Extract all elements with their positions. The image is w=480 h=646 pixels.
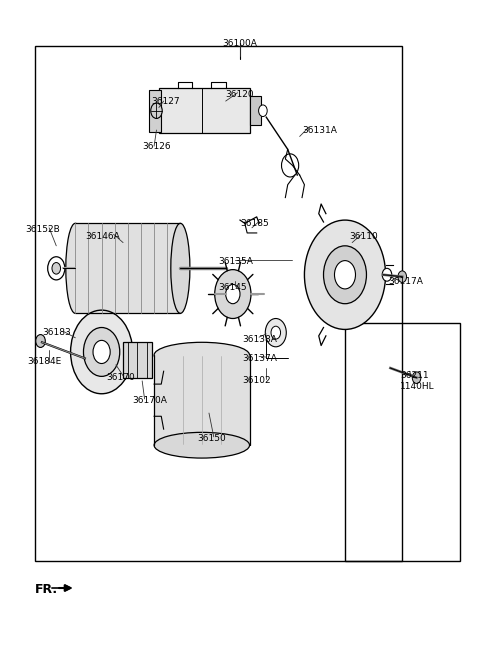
- Circle shape: [281, 154, 299, 177]
- Text: 36150: 36150: [197, 434, 226, 443]
- Circle shape: [265, 318, 286, 347]
- Circle shape: [151, 103, 162, 118]
- Text: 36120: 36120: [226, 90, 254, 99]
- Circle shape: [52, 262, 60, 274]
- Bar: [159, 89, 250, 133]
- Text: 36152B: 36152B: [25, 225, 60, 234]
- Text: 36137A: 36137A: [242, 354, 277, 363]
- Circle shape: [93, 340, 110, 364]
- Circle shape: [271, 326, 281, 339]
- Circle shape: [335, 260, 356, 289]
- Bar: [250, 96, 262, 125]
- Text: 36131A: 36131A: [302, 125, 337, 134]
- Circle shape: [84, 328, 120, 377]
- Text: 36170: 36170: [107, 373, 135, 382]
- Text: 36100A: 36100A: [223, 39, 257, 48]
- Text: 36135A: 36135A: [218, 257, 253, 266]
- Text: 36211
1140HL: 36211 1140HL: [400, 371, 434, 391]
- Bar: [149, 90, 161, 132]
- Circle shape: [215, 269, 251, 318]
- Text: 36146A: 36146A: [85, 232, 120, 241]
- Bar: [75, 224, 180, 313]
- Text: 36127: 36127: [152, 97, 180, 105]
- Text: 36184E: 36184E: [28, 357, 62, 366]
- Circle shape: [36, 335, 45, 348]
- Bar: [154, 355, 250, 445]
- Ellipse shape: [171, 224, 190, 313]
- Text: 36145: 36145: [218, 283, 247, 292]
- Text: 36138A: 36138A: [242, 335, 277, 344]
- Circle shape: [398, 271, 407, 282]
- Ellipse shape: [66, 224, 85, 313]
- Circle shape: [48, 256, 65, 280]
- Text: FR.: FR.: [35, 583, 58, 596]
- Ellipse shape: [154, 342, 250, 368]
- Circle shape: [226, 284, 240, 304]
- Circle shape: [71, 310, 132, 394]
- Text: 36170A: 36170A: [132, 396, 168, 404]
- Bar: [35, 47, 402, 561]
- Circle shape: [324, 246, 366, 304]
- Text: 36117A: 36117A: [388, 276, 423, 286]
- Bar: [345, 323, 459, 561]
- Text: 36183: 36183: [42, 328, 71, 337]
- Circle shape: [412, 372, 421, 384]
- Text: 36102: 36102: [242, 377, 271, 386]
- Text: 36126: 36126: [142, 141, 171, 151]
- Circle shape: [304, 220, 385, 329]
- Circle shape: [382, 268, 392, 281]
- Text: 36110: 36110: [350, 232, 379, 241]
- Text: 36185: 36185: [240, 219, 269, 228]
- Circle shape: [259, 105, 267, 116]
- Bar: [123, 342, 152, 378]
- Ellipse shape: [154, 432, 250, 458]
